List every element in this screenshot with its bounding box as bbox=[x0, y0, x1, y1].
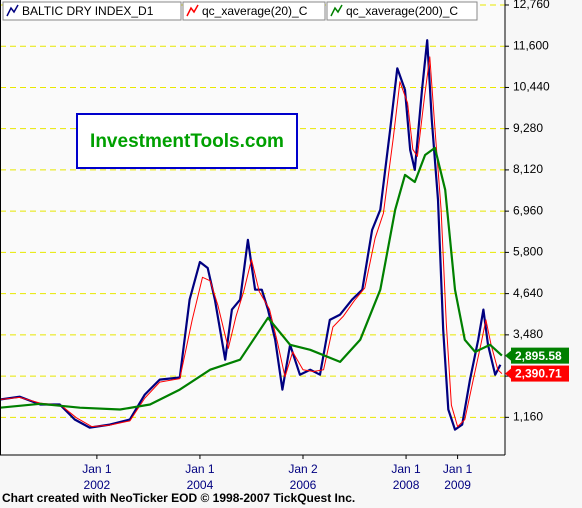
legend-box bbox=[182, 1, 326, 21]
watermark-box bbox=[76, 113, 298, 169]
x-tick-sublabel: 2008 bbox=[393, 478, 420, 492]
legend-box bbox=[326, 1, 478, 21]
legend-label: qc_xaverage(20)_C bbox=[202, 4, 308, 18]
last-value-label: 2,390.71 bbox=[515, 367, 562, 381]
last-value-box bbox=[511, 365, 569, 382]
y-tick-label: 4,640 bbox=[513, 286, 543, 300]
series-line bbox=[0, 39, 502, 431]
last-value-pointer bbox=[505, 350, 511, 361]
x-tick-sublabel: 2009 bbox=[444, 478, 471, 492]
y-tick-label: 6,960 bbox=[513, 203, 543, 217]
y-tick-label: 9,280 bbox=[513, 121, 543, 135]
plot-area bbox=[0, 0, 505, 455]
series-line bbox=[0, 146, 503, 411]
x-tick-label: Jan 1 bbox=[82, 462, 112, 476]
legend-icon bbox=[6, 4, 19, 17]
x-tick-label: Jan 2 bbox=[288, 462, 318, 476]
last-value-pointer bbox=[505, 368, 511, 379]
y-tick-label: 11,600 bbox=[513, 38, 549, 52]
y-tick-label: 3,480 bbox=[513, 327, 543, 341]
y-tick-label: 10,440 bbox=[513, 80, 550, 94]
series-line bbox=[0, 56, 503, 428]
x-tick-sublabel: 2002 bbox=[84, 478, 111, 492]
legend-icon bbox=[330, 4, 343, 17]
legend-box bbox=[2, 1, 182, 21]
legend-icon bbox=[186, 4, 199, 17]
last-value-box bbox=[511, 347, 569, 364]
legend-label: qc_xaverage(200)_C bbox=[346, 4, 458, 18]
watermark: InvestmentTools.com bbox=[90, 131, 284, 152]
y-tick-label: 1,160 bbox=[513, 409, 543, 423]
x-tick-label: Jan 1 bbox=[443, 462, 473, 476]
footer: Chart created with NeoTicker EOD © 1998-… bbox=[2, 491, 355, 505]
y-tick-label: 5,800 bbox=[513, 245, 543, 259]
y-tick-label: 12,760 bbox=[513, 0, 550, 11]
x-tick-sublabel: 2006 bbox=[290, 478, 317, 492]
x-tick-label: Jan 1 bbox=[185, 462, 215, 476]
last-value-label: 2,895.58 bbox=[515, 349, 562, 363]
y-tick-label: 8,120 bbox=[513, 162, 543, 176]
legend-label: BALTIC DRY INDEX_D1 bbox=[22, 4, 154, 18]
x-tick-sublabel: 2004 bbox=[187, 478, 214, 492]
x-tick-label: Jan 1 bbox=[391, 462, 421, 476]
